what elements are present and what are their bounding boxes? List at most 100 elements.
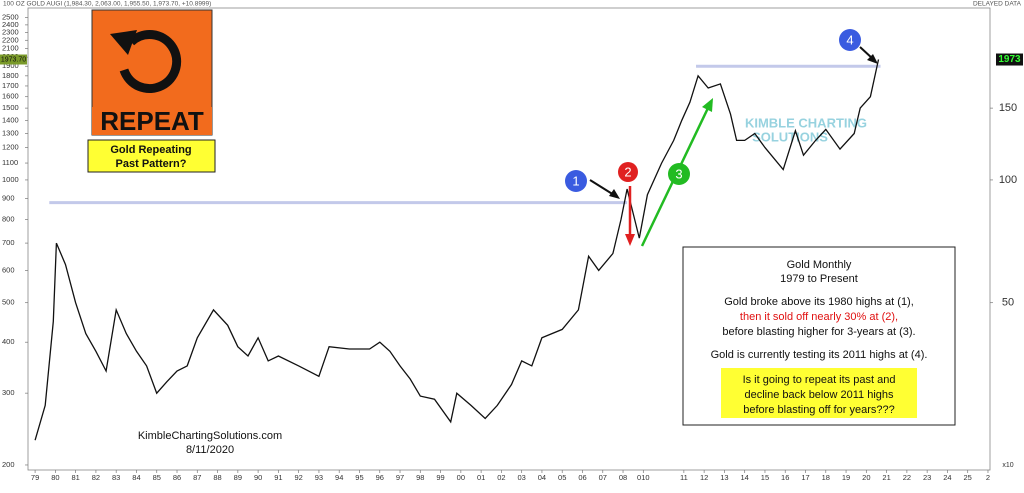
x-tick-label: 16 [781,473,789,482]
highlight-line: before blasting off for years??? [743,404,894,416]
box-line: Gold is currently testing its 2011 highs… [711,349,928,361]
highlight-line: decline back below 2011 highs [744,389,894,401]
delayed-data: DELAYED DATA [973,1,1022,8]
x-tick-label: 13 [720,473,728,482]
x-tick-label: 18 [822,473,830,482]
y-tick-label: 900 [2,194,15,203]
x-tick-label: 99 [436,473,444,482]
y2-price-tag-bg [996,53,1023,66]
repeat-sign: REPEAT Gold Repeating Past Pattern? [87,9,216,173]
y-tick-label: 2400 [2,20,19,29]
sign-label-bg [92,107,212,135]
x-tick-label: 85 [153,473,161,482]
x-tick-label: 93 [315,473,323,482]
y-tick-label: 700 [2,238,15,247]
box-line: Gold Monthly [787,259,852,271]
marker-label: 4 [846,32,853,47]
y-tick-label: 2500 [2,13,19,22]
x-tick-label: 22 [903,473,911,482]
y-tick-label: 1000 [2,175,19,184]
highlight-line: Is it going to repeat its past and [743,374,896,386]
box-line: then it sold off nearly 30% at (2), [740,311,898,323]
repeat-arrowhead [110,30,137,55]
y-tick-label: 1800 [2,71,19,80]
x-tick-label: 20 [862,473,870,482]
x-tick-label: 25 [964,473,972,482]
x-tick-label: 2 [986,473,990,482]
x-tick-label: 06 [578,473,586,482]
arrow [589,179,615,196]
price-tag: 1973.70 [1,56,26,63]
y-tick-label: 1200 [2,143,19,152]
x-tick-label: 17 [801,473,809,482]
marker [565,170,587,192]
y-tick-label: 1300 [2,128,19,137]
box-line: 1979 to Present [780,273,858,285]
x-tick-label: 24 [943,473,951,482]
box-line: Gold broke above its 1980 highs at (1), [724,296,914,308]
plot: 2003004005006007008009001000110012001300… [2,13,1017,482]
x-tick-label: 03 [517,473,525,482]
x-tick-label: 94 [335,473,343,482]
x-tick-label: 81 [71,473,79,482]
y-tick-label: 500 [2,298,15,307]
x-tick-label: 05 [558,473,566,482]
price-line [34,59,880,441]
arrowhead [702,98,713,112]
x-tick-label: 95 [355,473,363,482]
header: 100 OZ GOLD AUGI (1,984.30, 2,063.00, 1,… [3,1,211,8]
x-tick-label: 84 [132,473,140,482]
x-tick-label: 08 [619,473,627,482]
box-line: before blasting higher for 3-years at (3… [722,326,915,338]
x-tick-label: 87 [193,473,201,482]
marker [668,163,690,185]
highlight-bg [721,368,917,418]
x-tick-label: 19 [842,473,850,482]
x-tick-label: 98 [416,473,424,482]
y-tick-label: 1500 [2,103,19,112]
price-tag-bg [0,54,27,65]
x-tick-label: 21 [882,473,890,482]
y-tick-label: 1600 [2,92,19,101]
x-tick-label: 97 [396,473,404,482]
x-tick-label: 04 [538,473,546,482]
x-tick-label: 92 [294,473,302,482]
sign-text: REPEAT [100,106,204,136]
arrowhead [625,234,635,246]
repeat-icon [119,30,182,94]
y-tick-label: 2200 [2,35,19,44]
y-tick-label: 300 [2,388,15,397]
marker [839,29,861,51]
y2-price-tag: 1973 [998,54,1021,65]
y2-tick-label: 50 [1002,297,1014,309]
x-tick-label: 01 [477,473,485,482]
y2-tick-label: 100 [999,174,1017,186]
x-tick-label: 14 [741,473,749,482]
question: Gold Repeating [110,144,191,156]
question: Past Pattern? [116,158,187,170]
x-tick-label: 88 [213,473,221,482]
y-tick-label: 200 [2,460,15,469]
x-tick-label: 89 [234,473,242,482]
markers: 1 2 3 4 [565,29,861,192]
y2-tick-label: 150 [999,102,1017,114]
x-tick-label: 83 [112,473,120,482]
marker-label: 3 [675,166,682,181]
x-tick-label: 82 [92,473,100,482]
marker [618,162,638,182]
x-tick-label: 91 [274,473,282,482]
y-tick-label: 600 [2,265,15,274]
y-tick-label: 2300 [2,27,19,36]
marker-label: 1 [572,173,579,188]
y-tick-label: 1700 [2,81,19,90]
y-tick-label: 2100 [2,44,19,53]
x-tick-label: 86 [173,473,181,482]
text-box: Gold Monthly 1979 to Present Gold broke … [682,246,956,426]
website: KimbleChartingSolutions.com [138,430,282,442]
y2-multiplier: x10 [1002,462,1013,469]
x-tick-label: 15 [761,473,769,482]
y-tick-label: 1400 [2,115,19,124]
x-tick-label: 23 [923,473,931,482]
y-tick-label: 400 [2,337,15,346]
